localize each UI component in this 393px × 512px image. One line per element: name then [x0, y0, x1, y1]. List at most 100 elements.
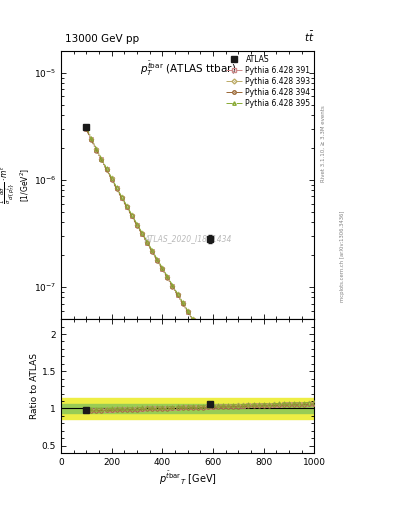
- Text: 13000 GeV pp: 13000 GeV pp: [65, 33, 139, 44]
- Pythia 6.428 393: [119, 195, 124, 201]
- Pythia 6.428 393: [130, 212, 134, 219]
- Pythia 6.428 393: [135, 222, 140, 228]
- Pythia 6.428 393: [104, 166, 109, 172]
- Pythia 6.428 393: [175, 291, 180, 297]
- Line: Pythia 6.428 391: Pythia 6.428 391: [84, 127, 215, 349]
- Pythia 6.428 394: [109, 177, 114, 183]
- Pythia 6.428 393: [206, 341, 210, 347]
- Pythia 6.428 395: [104, 165, 109, 172]
- Pythia 6.428 395: [150, 247, 154, 253]
- Pythia 6.428 393: [185, 308, 190, 314]
- Pythia 6.428 393: [200, 333, 205, 339]
- Pythia 6.428 395: [94, 145, 99, 152]
- Pythia 6.428 393: [190, 316, 195, 323]
- Pythia 6.428 394: [155, 258, 160, 264]
- Pythia 6.428 394: [125, 204, 129, 210]
- Pythia 6.428 391: [185, 309, 190, 315]
- Pythia 6.428 391: [104, 166, 109, 173]
- Pythia 6.428 391: [84, 125, 89, 132]
- Pythia 6.428 393: [140, 230, 144, 237]
- Pythia 6.428 394: [180, 301, 185, 307]
- Pythia 6.428 394: [135, 223, 140, 229]
- Pythia 6.428 393: [150, 248, 154, 254]
- Pythia 6.428 391: [114, 185, 119, 191]
- Pythia 6.428 391: [175, 291, 180, 297]
- Pythia 6.428 391: [89, 136, 94, 142]
- Pythia 6.428 391: [94, 147, 99, 153]
- Pythia 6.428 391: [99, 156, 104, 162]
- Pythia 6.428 395: [170, 282, 175, 288]
- Pythia 6.428 393: [195, 325, 200, 331]
- Pythia 6.428 395: [135, 221, 140, 227]
- Line: Pythia 6.428 393: Pythia 6.428 393: [84, 126, 215, 349]
- Text: $p_T^{\bar{t}\mathrm{bar}}$ (ATLAS ttbar): $p_T^{\bar{t}\mathrm{bar}}$ (ATLAS ttbar…: [140, 59, 236, 77]
- Text: Rivet 3.1.10, ≥ 3.3M events: Rivet 3.1.10, ≥ 3.3M events: [320, 105, 325, 182]
- Pythia 6.428 393: [180, 300, 185, 306]
- Pythia 6.428 394: [170, 284, 175, 290]
- Pythia 6.428 395: [125, 203, 129, 209]
- Pythia 6.428 391: [125, 204, 129, 210]
- Pythia 6.428 395: [211, 343, 215, 349]
- Pythia 6.428 391: [190, 316, 195, 323]
- Pythia 6.428 395: [185, 308, 190, 314]
- Pythia 6.428 395: [89, 135, 94, 141]
- Text: ATLAS_2020_I1801434: ATLAS_2020_I1801434: [144, 234, 231, 243]
- Pythia 6.428 394: [211, 345, 215, 351]
- Pythia 6.428 395: [130, 212, 134, 218]
- X-axis label: $p^{\bar{t}\mathrm{bar}}{}_T$ [GeV]: $p^{\bar{t}\mathrm{bar}}{}_T$ [GeV]: [159, 470, 217, 487]
- Pythia 6.428 391: [200, 333, 205, 339]
- Pythia 6.428 391: [119, 195, 124, 201]
- Line: Pythia 6.428 395: Pythia 6.428 395: [84, 125, 215, 348]
- Pythia 6.428 393: [165, 274, 170, 280]
- Pythia 6.428 393: [155, 257, 160, 263]
- Y-axis label: $\frac{1}{\sigma}\frac{d\sigma}{d\{p_T^{\bar{t}}\}}$ $\cdot m^{\bar{t}}$
$[1/\ma: $\frac{1}{\sigma}\frac{d\sigma}{d\{p_T^{…: [0, 166, 32, 204]
- Pythia 6.428 393: [114, 185, 119, 191]
- Pythia 6.428 393: [125, 203, 129, 209]
- Pythia 6.428 395: [84, 124, 89, 130]
- Pythia 6.428 394: [84, 126, 89, 133]
- Pythia 6.428 395: [114, 184, 119, 190]
- Pythia 6.428 391: [170, 283, 175, 289]
- Pythia 6.428 391: [155, 257, 160, 263]
- Pythia 6.428 394: [99, 157, 104, 163]
- Bar: [61, 403, 314, 413]
- Pythia 6.428 393: [94, 146, 99, 153]
- Pythia 6.428 394: [185, 309, 190, 315]
- Pythia 6.428 393: [89, 136, 94, 142]
- Text: mcplots.cern.ch [arXiv:1306.3436]: mcplots.cern.ch [arXiv:1306.3436]: [340, 210, 345, 302]
- Pythia 6.428 394: [200, 334, 205, 340]
- Pythia 6.428 394: [165, 275, 170, 281]
- Pythia 6.428 391: [145, 240, 149, 246]
- Pythia 6.428 391: [109, 176, 114, 182]
- Pythia 6.428 394: [130, 214, 134, 220]
- Pythia 6.428 394: [206, 342, 210, 348]
- Pythia 6.428 391: [140, 230, 144, 237]
- Pythia 6.428 391: [160, 266, 165, 272]
- Pythia 6.428 391: [195, 325, 200, 331]
- Pythia 6.428 394: [89, 137, 94, 143]
- Pythia 6.428 394: [104, 167, 109, 173]
- Pythia 6.428 395: [140, 230, 144, 236]
- Pythia 6.428 394: [119, 196, 124, 202]
- Pythia 6.428 395: [206, 340, 210, 347]
- Pythia 6.428 394: [94, 147, 99, 154]
- Pythia 6.428 394: [190, 317, 195, 324]
- Pythia 6.428 393: [160, 265, 165, 271]
- Pythia 6.428 394: [175, 292, 180, 298]
- Pythia 6.428 391: [211, 344, 215, 350]
- Pythia 6.428 393: [170, 283, 175, 289]
- Pythia 6.428 395: [109, 175, 114, 181]
- Pythia 6.428 395: [175, 291, 180, 297]
- Legend: ATLAS, Pythia 6.428 391, Pythia 6.428 393, Pythia 6.428 394, Pythia 6.428 395: ATLAS, Pythia 6.428 391, Pythia 6.428 39…: [224, 53, 312, 109]
- Pythia 6.428 395: [200, 332, 205, 338]
- Pythia 6.428 391: [165, 274, 170, 281]
- Pythia 6.428 395: [180, 299, 185, 305]
- Pythia 6.428 394: [150, 249, 154, 255]
- Pythia 6.428 395: [155, 257, 160, 263]
- Y-axis label: Ratio to ATLAS: Ratio to ATLAS: [30, 353, 39, 419]
- Pythia 6.428 395: [99, 156, 104, 162]
- Bar: [61, 398, 314, 419]
- Pythia 6.428 394: [140, 231, 144, 238]
- Pythia 6.428 393: [99, 156, 104, 162]
- Pythia 6.428 395: [190, 316, 195, 322]
